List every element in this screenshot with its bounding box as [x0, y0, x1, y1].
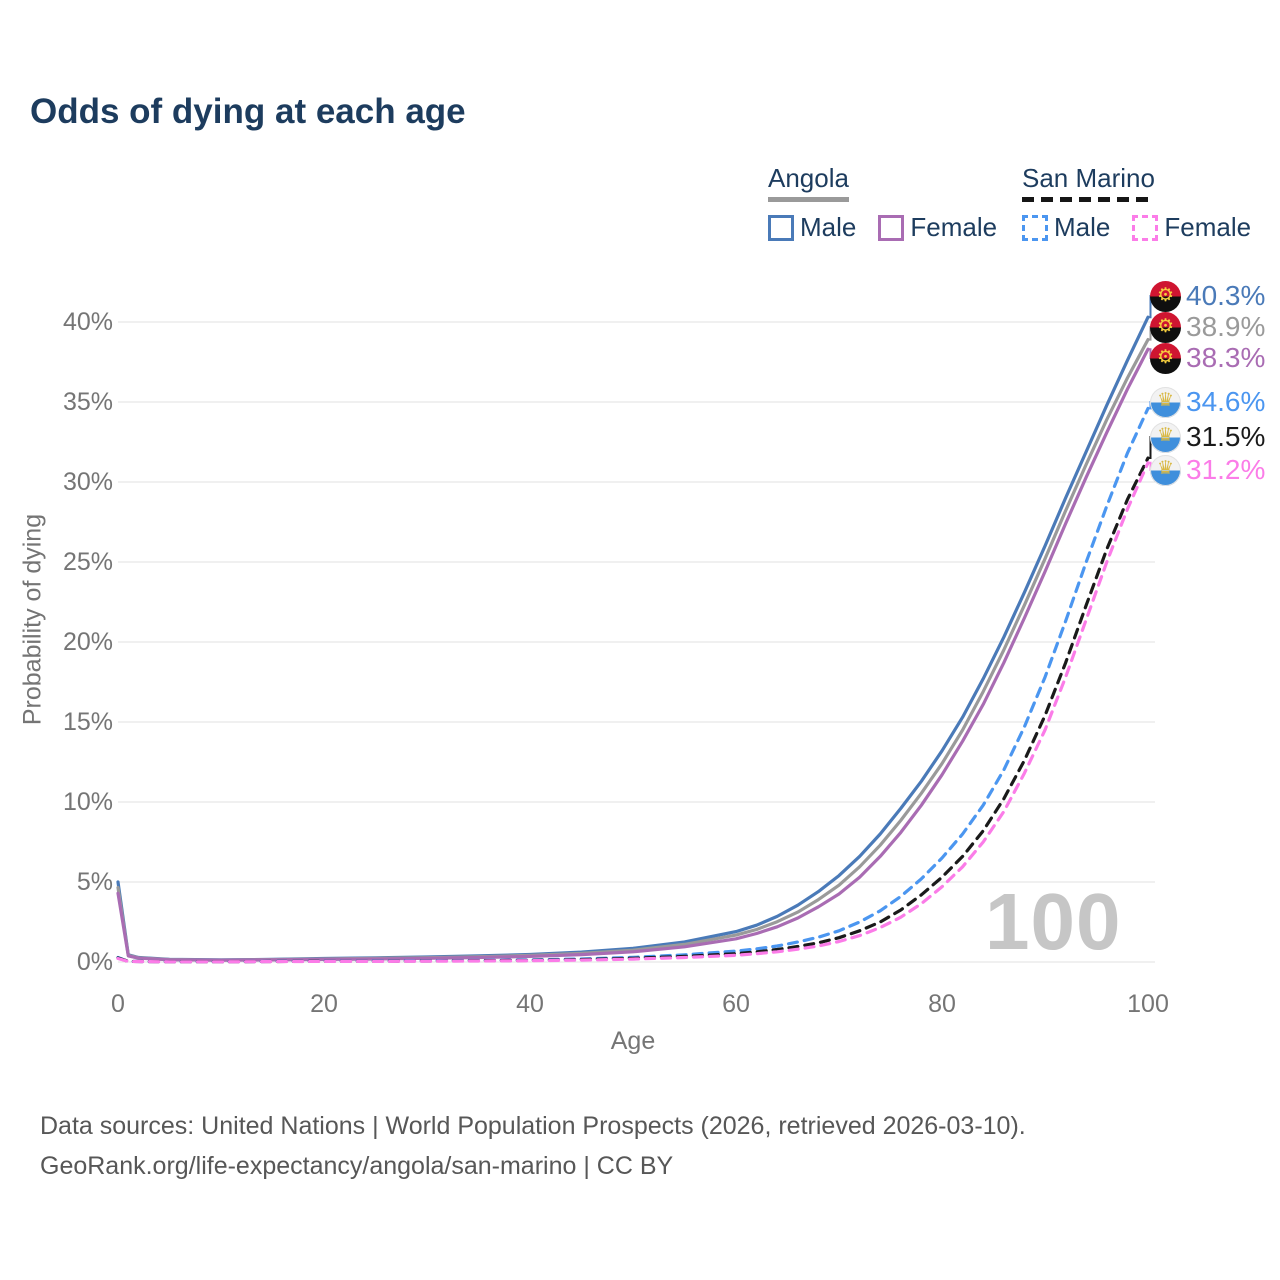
series-line-angola-all[interactable] — [116, 338, 1150, 962]
y-tick-label: 25% — [62, 548, 113, 576]
footer: Data sources: United Nations | World Pop… — [40, 1106, 1026, 1186]
y-tick-label: 40% — [62, 308, 113, 336]
angola-flag-icon: ⚙ — [1150, 311, 1181, 343]
y-tick-label: 0% — [76, 948, 113, 976]
end-label-san-marino-all: ♛ 31.5% — [1150, 420, 1265, 454]
y-tick-label: 5% — [76, 868, 113, 896]
end-label-angola-all: ⚙ 38.9% — [1150, 310, 1265, 344]
angola-flag-icon: ⚙ — [1150, 342, 1181, 374]
x-axis-title: Age — [610, 1027, 656, 1055]
x-tick-label: 40 — [516, 990, 544, 1018]
y-tick-label: 30% — [62, 468, 113, 496]
x-tick-label: 80 — [928, 990, 956, 1018]
san-marino-flag-icon: ♛ — [1150, 421, 1181, 453]
y-tick-label: 20% — [62, 628, 113, 656]
legend-linestyle-solid-sample — [768, 197, 849, 202]
angola-flag-icon: ⚙ — [1150, 280, 1181, 312]
end-value-angola-all: 38.9% — [1186, 311, 1266, 342]
age-watermark: 100 — [985, 877, 1122, 966]
end-value-san-marino-male: 34.6% — [1186, 386, 1266, 417]
legend-label-angola-male[interactable]: Male — [800, 212, 857, 242]
x-tick-label: 0 — [111, 990, 125, 1018]
series-line-san-marino-all[interactable] — [116, 456, 1150, 964]
series-line-angola-female[interactable] — [116, 347, 1150, 962]
legend-label-angola-female[interactable]: Female — [910, 212, 998, 242]
y-tick-label: 35% — [62, 388, 113, 416]
legend-label-san-marino-male[interactable]: Male — [1054, 212, 1111, 242]
legend-linestyle-dashed-sample — [1022, 197, 1150, 202]
page-title: Odds of dying at each age — [30, 92, 466, 131]
san-marino-flag-icon: ♛ — [1150, 386, 1181, 418]
footer-attribution: GeoRank.org/life-expectancy/angola/san-m… — [40, 1152, 674, 1180]
legend-checkbox-angola-female[interactable] — [878, 214, 905, 241]
end-label-san-marino-male: ♛ 34.6% — [1150, 385, 1265, 419]
legend-checkbox-angola-male[interactable] — [768, 214, 794, 241]
series-line-san-marino-female[interactable] — [116, 461, 1150, 964]
end-label-san-marino-female: ♛ 31.2% — [1150, 453, 1265, 487]
legend-country-angola[interactable]: Angola — [768, 163, 849, 193]
legend-group-san-marino: San Marino Male Female — [1022, 163, 1251, 243]
legend-country-san-marino[interactable]: San Marino — [1022, 163, 1155, 193]
footer-data-sources: Data sources: United Nations | World Pop… — [40, 1112, 1026, 1140]
x-tick-label: 100 — [1127, 990, 1169, 1018]
legend-group-angola: Angola Male Female — [768, 163, 997, 243]
y-tick-label: 15% — [62, 708, 113, 736]
legend-checkbox-san-marino-male[interactable] — [1022, 214, 1048, 241]
end-value-san-marino-all: 31.5% — [1186, 421, 1266, 452]
legend-checkbox-san-marino-female[interactable] — [1132, 214, 1159, 241]
series-line-angola-male[interactable] — [116, 315, 1150, 962]
end-value-san-marino-female: 31.2% — [1186, 454, 1266, 485]
end-value-angola-male: 40.3% — [1186, 280, 1266, 311]
y-tick-label: 10% — [62, 788, 113, 816]
x-tick-label: 20 — [310, 990, 338, 1018]
legend-label-san-marino-female[interactable]: Female — [1164, 212, 1252, 242]
end-value-angola-female: 38.3% — [1186, 342, 1266, 373]
x-tick-label: 60 — [722, 990, 750, 1018]
end-label-angola-male: ⚙ 40.3% — [1150, 279, 1265, 313]
end-label-angola-female: ⚙ 38.3% — [1150, 341, 1265, 375]
san-marino-flag-icon: ♛ — [1150, 454, 1181, 486]
